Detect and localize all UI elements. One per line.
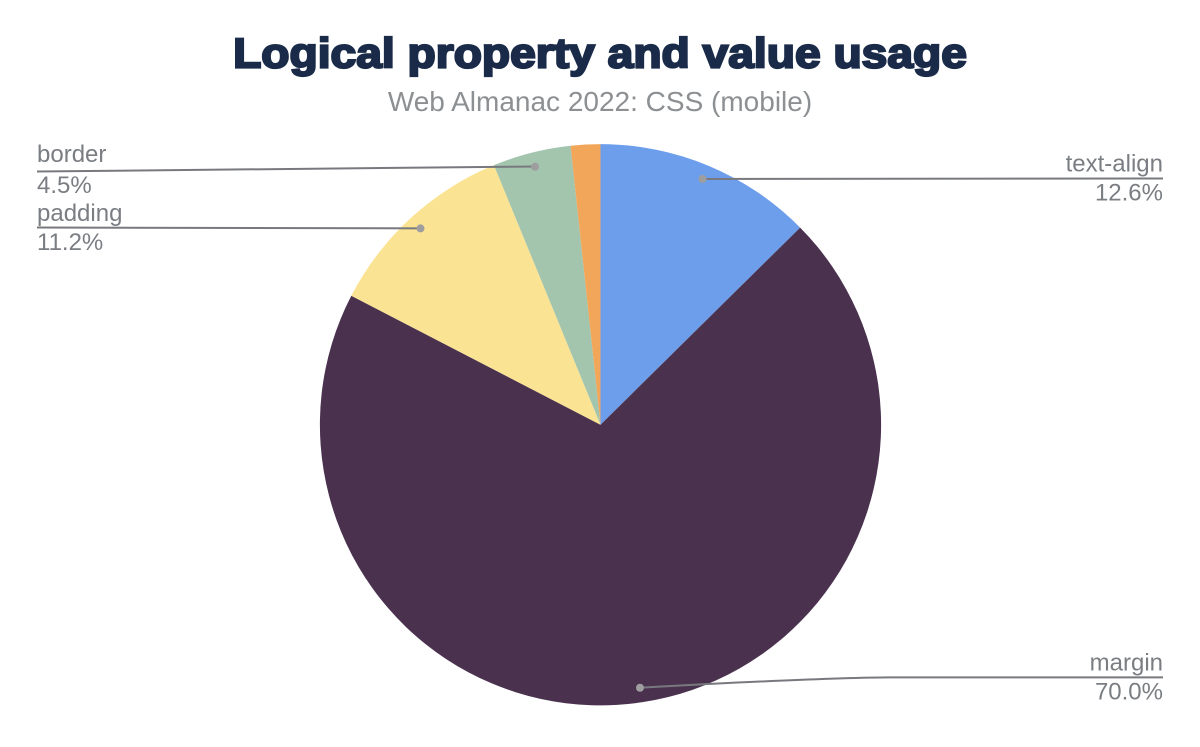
svg-text:4.5%: 4.5%: [37, 172, 92, 199]
svg-text:border: border: [37, 141, 106, 168]
svg-text:Web Almanac 2022: CSS (mobile): Web Almanac 2022: CSS (mobile): [388, 86, 812, 117]
svg-text:12.6%: 12.6%: [1095, 180, 1163, 207]
svg-text:padding: padding: [37, 200, 122, 227]
svg-text:text-align: text-align: [1066, 151, 1163, 178]
svg-text:11.2%: 11.2%: [37, 229, 103, 256]
svg-text:margin: margin: [1090, 650, 1163, 677]
svg-text:70.0%: 70.0%: [1095, 679, 1163, 706]
svg-text:Logical property and value usa: Logical property and value usage: [233, 30, 967, 77]
